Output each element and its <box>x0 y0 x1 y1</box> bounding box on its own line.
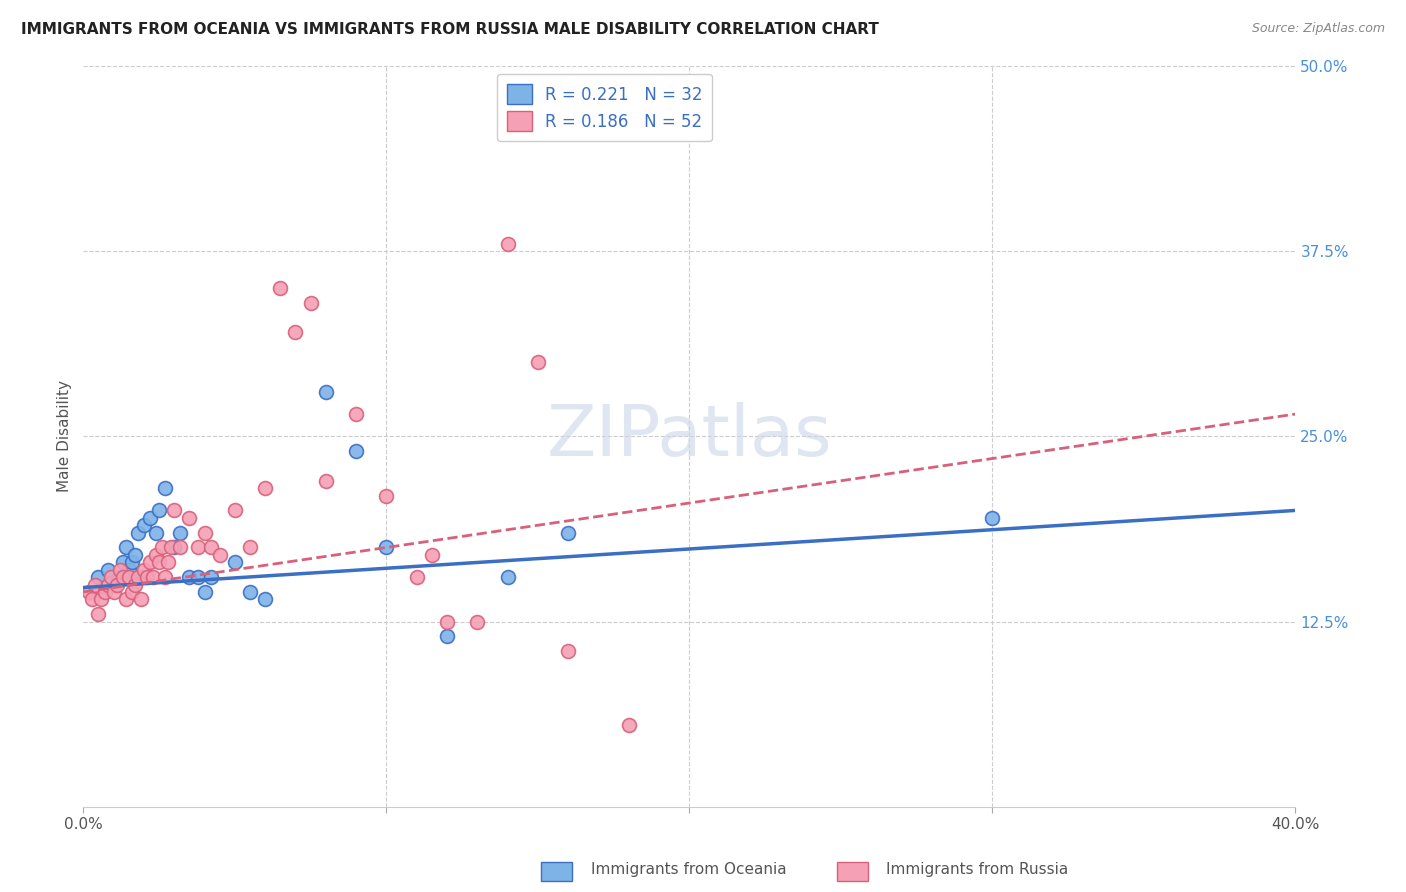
Point <box>239 585 262 599</box>
Point <box>163 503 186 517</box>
Point <box>254 481 277 495</box>
Point <box>375 541 398 555</box>
Point <box>111 570 134 584</box>
Text: IMMIGRANTS FROM OCEANIA VS IMMIGRANTS FROM RUSSIA MALE DISABILITY CORRELATION CH: IMMIGRANTS FROM OCEANIA VS IMMIGRANTS FR… <box>21 22 879 37</box>
Point <box>315 384 337 399</box>
Point <box>284 326 307 340</box>
Point <box>145 548 167 562</box>
Point <box>436 615 458 629</box>
Point <box>254 592 277 607</box>
Text: ZIPatlas: ZIPatlas <box>547 401 832 471</box>
Point <box>132 563 155 577</box>
Text: Immigrants from Russia: Immigrants from Russia <box>886 863 1069 877</box>
Point <box>108 563 131 577</box>
Point <box>405 570 427 584</box>
Point <box>981 511 1004 525</box>
Point <box>108 570 131 584</box>
Point <box>105 577 128 591</box>
Point <box>84 577 107 591</box>
Point <box>153 570 176 584</box>
Point <box>139 555 162 569</box>
Point <box>118 570 141 584</box>
Point <box>269 281 291 295</box>
Point <box>179 570 201 584</box>
Legend: R = 0.221   N = 32, R = 0.186   N = 52: R = 0.221 N = 32, R = 0.186 N = 52 <box>496 74 713 141</box>
Point <box>193 525 215 540</box>
Point <box>187 541 209 555</box>
Point <box>169 541 191 555</box>
Point <box>239 541 262 555</box>
Point <box>124 577 146 591</box>
Point <box>200 570 222 584</box>
Point <box>224 555 246 569</box>
Point <box>496 236 519 251</box>
Point <box>200 541 222 555</box>
Point <box>136 570 159 584</box>
Point <box>224 503 246 517</box>
Point <box>118 563 141 577</box>
Point <box>157 555 180 569</box>
Point <box>148 503 170 517</box>
Point <box>129 570 152 584</box>
Point <box>93 585 115 599</box>
Point <box>179 511 201 525</box>
Point <box>111 555 134 569</box>
Y-axis label: Male Disability: Male Disability <box>58 380 72 492</box>
Point <box>124 548 146 562</box>
Point <box>344 444 367 458</box>
Point <box>129 592 152 607</box>
Point <box>420 548 443 562</box>
Point <box>160 541 183 555</box>
Point <box>193 585 215 599</box>
Point <box>142 570 165 584</box>
Point <box>187 570 209 584</box>
Point <box>114 592 136 607</box>
Point <box>103 585 125 599</box>
Point <box>121 585 143 599</box>
Point <box>375 489 398 503</box>
Point <box>87 607 110 622</box>
Point <box>79 585 101 599</box>
Point <box>557 644 579 658</box>
Point <box>132 518 155 533</box>
Point <box>496 570 519 584</box>
Point <box>344 407 367 421</box>
Point <box>315 474 337 488</box>
Point <box>121 555 143 569</box>
Point <box>163 541 186 555</box>
Text: Immigrants from Oceania: Immigrants from Oceania <box>591 863 786 877</box>
Point <box>527 355 550 369</box>
Point <box>82 592 104 607</box>
Point <box>208 548 231 562</box>
Point <box>299 296 322 310</box>
Point <box>96 563 118 577</box>
Point <box>465 615 488 629</box>
Point <box>169 525 191 540</box>
Point <box>127 570 149 584</box>
Point <box>114 541 136 555</box>
Point <box>103 577 125 591</box>
Point <box>100 570 122 584</box>
Point <box>153 481 176 495</box>
Point <box>150 541 173 555</box>
Point <box>145 525 167 540</box>
Point <box>127 525 149 540</box>
Point <box>436 630 458 644</box>
Point <box>96 577 118 591</box>
Text: Source: ZipAtlas.com: Source: ZipAtlas.com <box>1251 22 1385 36</box>
Point <box>557 525 579 540</box>
Point <box>90 592 112 607</box>
Point <box>148 555 170 569</box>
Point <box>87 570 110 584</box>
Point <box>617 718 640 732</box>
Point <box>139 511 162 525</box>
